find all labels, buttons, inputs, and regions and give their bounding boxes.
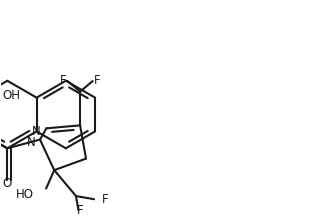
Text: F: F	[102, 193, 109, 206]
Text: F: F	[93, 74, 100, 87]
Text: N: N	[27, 136, 36, 149]
Text: HO: HO	[16, 188, 34, 201]
Text: OH: OH	[3, 89, 21, 102]
Text: F: F	[60, 74, 67, 87]
Text: N: N	[32, 125, 40, 138]
Text: O: O	[3, 177, 12, 190]
Text: F: F	[77, 204, 84, 217]
